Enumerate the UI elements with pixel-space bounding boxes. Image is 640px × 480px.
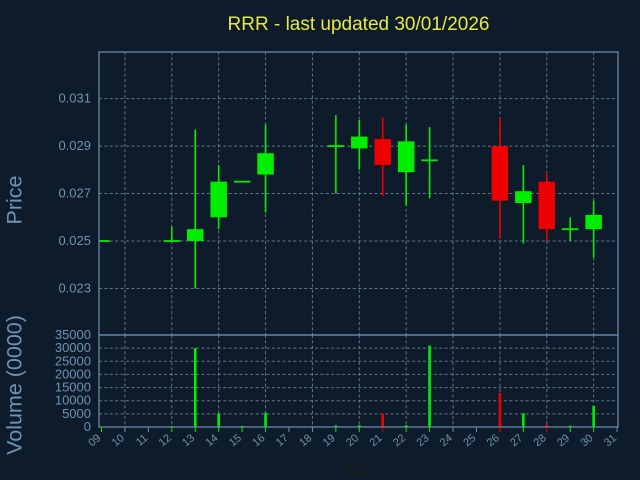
svg-text:20000: 20000	[55, 366, 91, 381]
svg-text:25000: 25000	[55, 353, 91, 368]
svg-text:0.027: 0.027	[58, 186, 91, 201]
svg-text:10: 10	[110, 432, 127, 449]
svg-text:29: 29	[555, 432, 572, 449]
svg-text:23: 23	[414, 432, 431, 449]
svg-text:24: 24	[438, 432, 455, 449]
svg-text:0.029: 0.029	[58, 138, 91, 153]
svg-text:5000: 5000	[62, 406, 91, 421]
svg-text:11: 11	[134, 432, 150, 449]
svg-text:0.031: 0.031	[58, 91, 91, 106]
svg-text:0: 0	[84, 419, 91, 434]
svg-text:27: 27	[508, 432, 525, 449]
svg-text:15000: 15000	[55, 380, 91, 395]
svg-text:21: 21	[368, 432, 385, 449]
svg-text:17: 17	[274, 432, 291, 449]
svg-text:10000: 10000	[55, 393, 91, 408]
svg-text:0.023: 0.023	[58, 281, 91, 296]
svg-text:0.025: 0.025	[58, 233, 91, 248]
svg-text:30: 30	[578, 432, 595, 449]
svg-text:16: 16	[250, 432, 267, 449]
svg-text:14: 14	[204, 432, 221, 449]
svg-text:22: 22	[391, 432, 408, 449]
svg-text:20: 20	[344, 432, 361, 449]
svg-text:30000: 30000	[55, 340, 91, 355]
svg-text:31: 31	[602, 432, 619, 449]
svg-text:35000: 35000	[55, 327, 91, 342]
svg-text:15: 15	[227, 432, 244, 449]
svg-text:09: 09	[86, 432, 103, 449]
svg-text:18: 18	[297, 432, 314, 449]
svg-text:12: 12	[157, 432, 174, 449]
svg-text:25: 25	[461, 432, 478, 449]
svg-text:28: 28	[532, 432, 549, 449]
svg-text:26: 26	[485, 432, 502, 449]
svg-text:13: 13	[180, 432, 197, 449]
svg-text:19: 19	[321, 432, 338, 449]
